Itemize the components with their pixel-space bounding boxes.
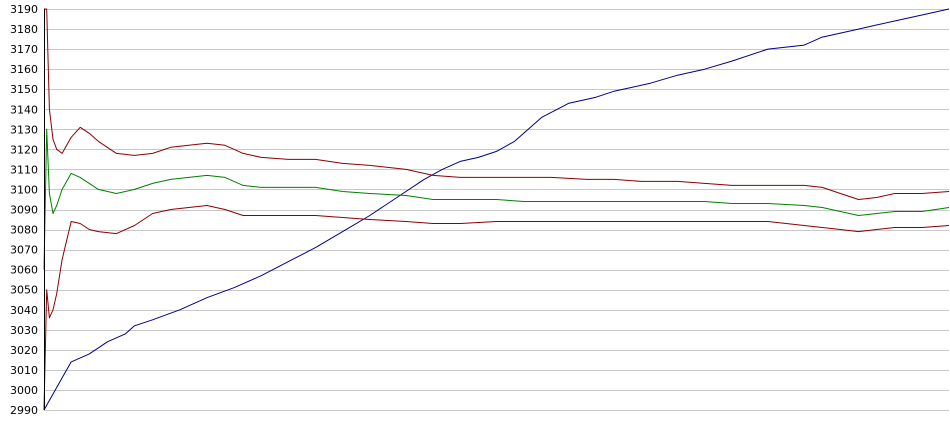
series-line-2	[43, 128, 950, 270]
y-tick-label: 3010	[10, 364, 38, 377]
y-tick-label: 3140	[10, 103, 38, 116]
y-tick-label: 3050	[10, 284, 38, 297]
y-tick-label: 3110	[10, 163, 38, 176]
y-tick-label: 3170	[10, 43, 38, 56]
y-tick-label: 3000	[10, 384, 38, 397]
y-tick-label: 3150	[10, 83, 38, 96]
y-tick-label: 2990	[10, 404, 38, 417]
y-tick-label: 3130	[10, 123, 38, 136]
series-line-1	[44, 8, 950, 200]
series-line-0	[43, 8, 950, 411]
y-tick-label: 3080	[10, 224, 38, 237]
y-tick-label: 3040	[10, 304, 38, 317]
y-tick-label: 3100	[10, 183, 38, 196]
y-tick-label: 3180	[10, 23, 38, 36]
series-line-3	[43, 205, 950, 411]
y-tick-label: 3020	[10, 344, 38, 357]
y-axis-tick-labels: 2990 3000 3010 3020 3030 3040 3050 3060 3070 3080…	[10, 3, 38, 417]
y-tick-label: 3120	[10, 143, 38, 156]
gridlines	[44, 9, 949, 411]
y-tick-label: 3060	[10, 264, 38, 277]
y-tick-label: 3090	[10, 204, 38, 217]
y-tick-label: 3070	[10, 244, 38, 257]
y-tick-label: 3160	[10, 63, 38, 76]
series-lines	[43, 8, 950, 411]
y-tick-label: 3190	[10, 3, 38, 16]
y-tick-label: 3030	[10, 324, 38, 337]
